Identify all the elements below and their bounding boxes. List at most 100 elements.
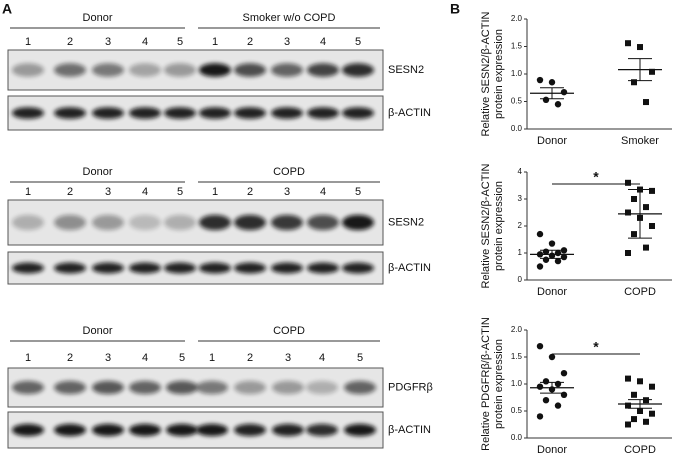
row-label: SESN2	[388, 216, 424, 228]
point	[649, 68, 655, 75]
band	[129, 214, 161, 231]
y-tick-label: 1.5	[511, 42, 523, 51]
row-label: β-ACTIN	[388, 424, 431, 436]
band	[12, 380, 44, 395]
lane-label: 3	[284, 36, 290, 48]
band	[199, 262, 231, 274]
band	[344, 380, 376, 395]
band	[271, 214, 303, 231]
band	[234, 63, 266, 77]
point	[536, 263, 544, 270]
lane-label: 2	[67, 352, 73, 364]
y-tick-label: 0.0	[511, 124, 523, 133]
point	[625, 209, 631, 216]
significance-label: *	[593, 339, 599, 355]
y-axis-label: Relative PDGFRβ/β-ACTIN protein expressio…	[480, 317, 505, 451]
y-tick-label: 0	[518, 275, 523, 284]
row-label: β-ACTIN	[388, 262, 431, 274]
point	[643, 418, 649, 425]
band	[164, 214, 196, 231]
x-tick-label: Donor	[537, 286, 567, 298]
lane-label: 4	[320, 186, 326, 198]
band	[129, 262, 161, 274]
point	[625, 179, 631, 186]
band	[12, 262, 44, 274]
point	[536, 230, 544, 238]
band	[54, 63, 86, 77]
y-tick-label: 1	[518, 248, 523, 257]
lane-label: 1	[25, 36, 31, 48]
band	[307, 262, 339, 274]
lane-label: 5	[177, 186, 183, 198]
point	[536, 413, 544, 420]
point	[637, 378, 643, 385]
band	[272, 423, 304, 437]
point	[554, 257, 562, 265]
point	[637, 408, 643, 414]
y-tick-label: 0.0	[511, 433, 523, 442]
lane-label: 3	[284, 186, 290, 198]
lane-label: 2	[247, 186, 253, 198]
point	[625, 250, 631, 256]
band	[92, 262, 124, 274]
lane-label: 5	[355, 36, 361, 48]
point	[643, 397, 649, 404]
lane-label: 3	[285, 352, 291, 364]
point	[560, 391, 568, 398]
band	[234, 423, 266, 437]
band	[234, 107, 266, 119]
point	[631, 196, 637, 202]
band	[129, 63, 161, 77]
point	[637, 214, 643, 221]
point	[625, 375, 631, 382]
point	[548, 240, 556, 247]
y-tick-label: 1.0	[511, 69, 523, 78]
band	[306, 380, 338, 395]
point	[637, 44, 643, 51]
group-header: Donor	[83, 166, 113, 178]
point	[649, 187, 655, 194]
x-tick-label: Donor	[537, 444, 567, 456]
point	[643, 99, 649, 106]
band	[12, 63, 44, 77]
point	[560, 253, 568, 261]
point	[536, 383, 544, 390]
point	[649, 383, 655, 390]
y-tick-label: 1.0	[511, 379, 523, 388]
lane-label: 2	[247, 36, 253, 48]
band	[54, 380, 86, 395]
band	[12, 423, 44, 437]
lane-label: 1	[212, 186, 218, 198]
band	[129, 380, 161, 395]
y-tick-label: 2	[518, 221, 523, 230]
band	[92, 423, 124, 437]
band	[307, 214, 339, 231]
point	[554, 101, 562, 108]
point	[560, 88, 568, 96]
lane-label: 5	[357, 352, 363, 364]
band	[307, 107, 339, 119]
lane-label: 4	[142, 186, 148, 198]
point	[560, 370, 568, 377]
x-tick-label: COPD	[624, 286, 656, 298]
group-header: Donor	[83, 325, 113, 337]
point	[643, 204, 649, 211]
band	[54, 107, 86, 119]
lane-label: 4	[142, 36, 148, 48]
row-label: SESN2	[388, 64, 424, 76]
band	[92, 214, 124, 231]
y-axis-label-line: protein expression	[493, 29, 505, 119]
band	[272, 380, 304, 395]
y-tick-label: 3	[518, 194, 523, 203]
band	[199, 63, 231, 77]
lane-label: 5	[177, 36, 183, 48]
band	[199, 214, 231, 231]
band	[166, 380, 198, 395]
y-axis-label-line: Relative SESN2/β-ACTIN	[480, 11, 492, 136]
band	[129, 107, 161, 119]
point	[625, 402, 631, 409]
point	[542, 397, 550, 404]
band	[54, 214, 86, 231]
point	[560, 247, 568, 254]
band	[234, 214, 266, 231]
